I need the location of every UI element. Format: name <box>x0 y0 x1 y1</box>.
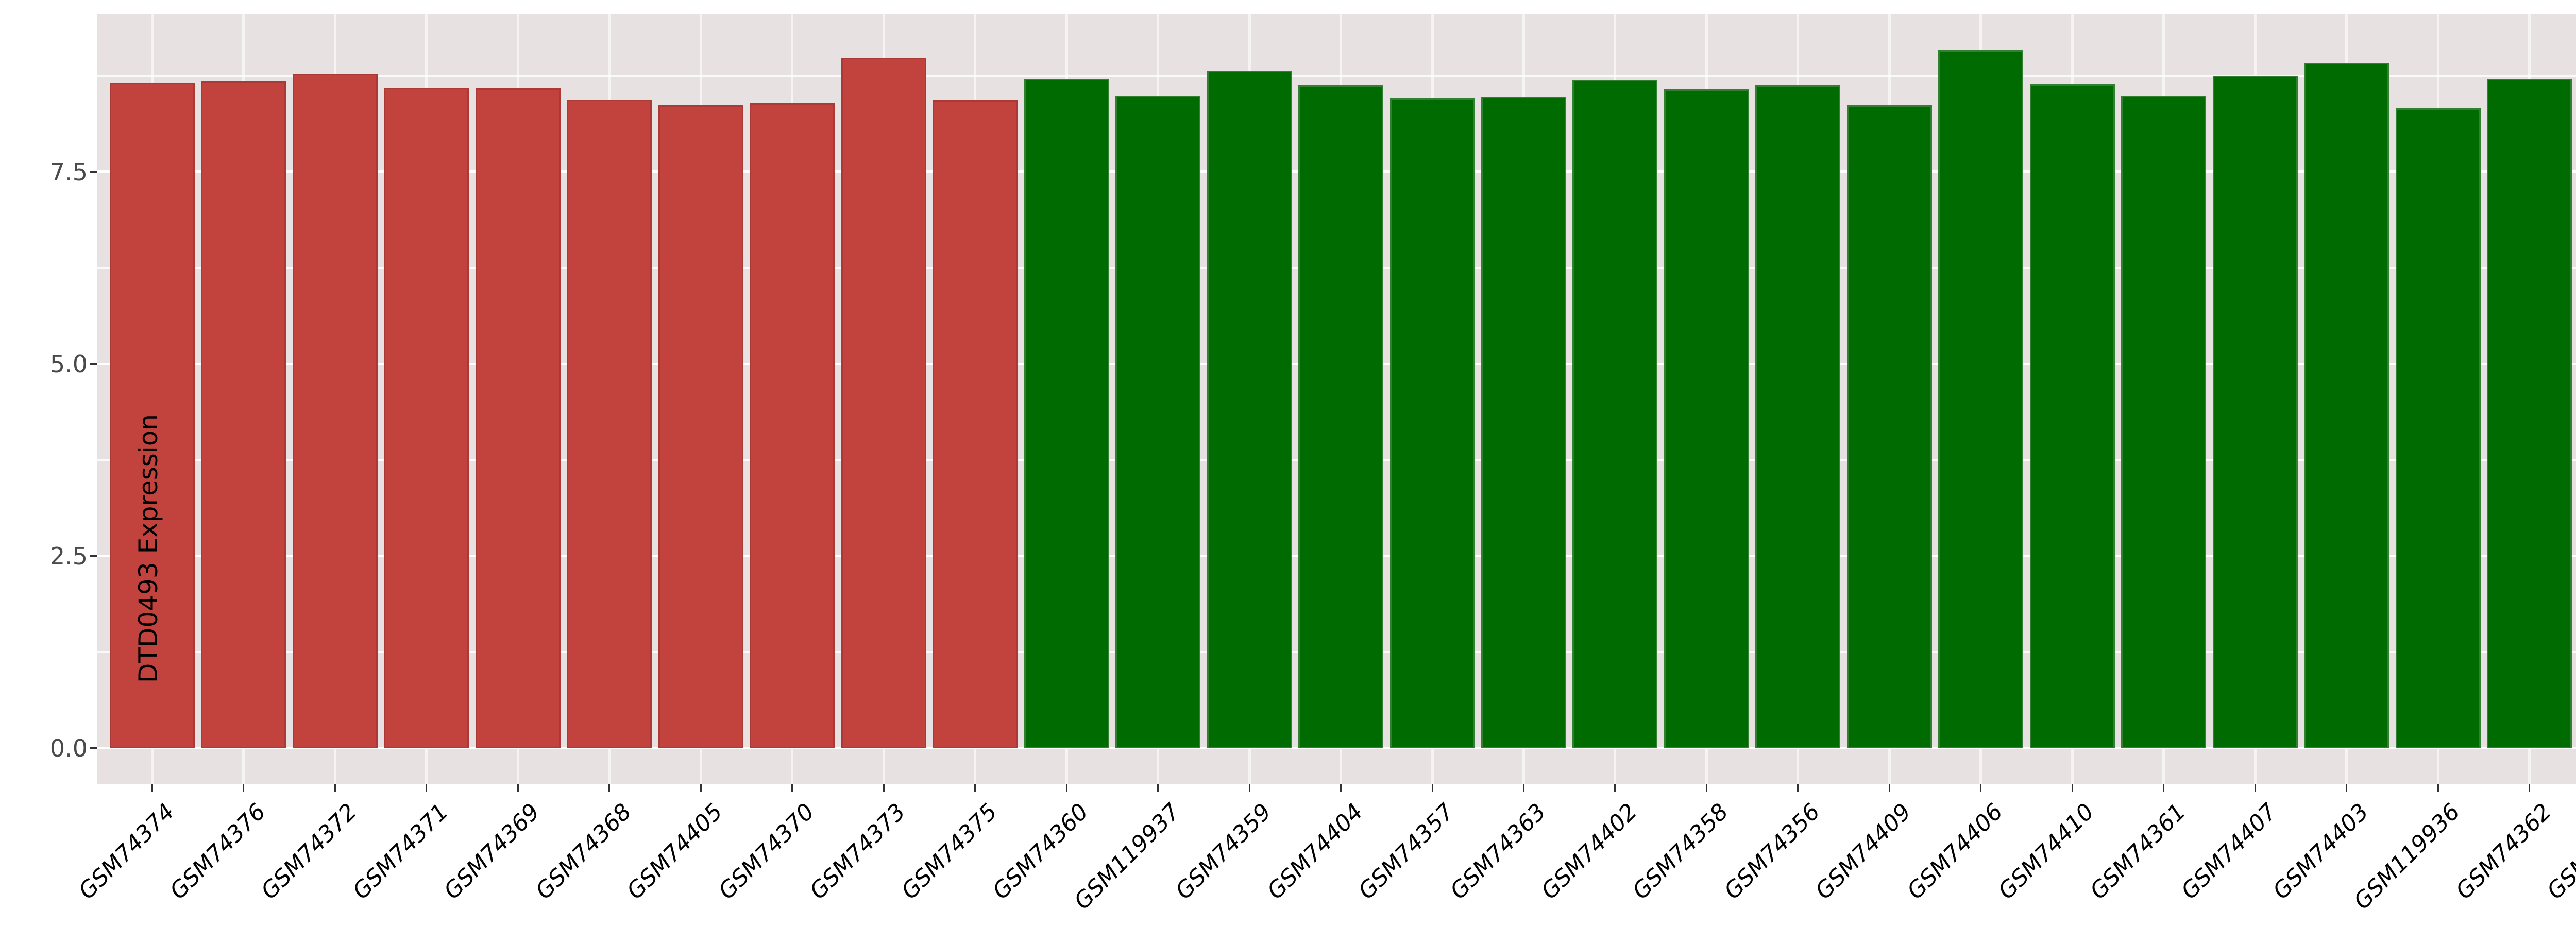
x-tick-mark <box>2346 784 2348 792</box>
bar-GSM74405 <box>658 105 743 748</box>
x-tick-label: GSM74405 <box>622 798 728 905</box>
x-tick-mark <box>334 784 336 792</box>
x-tick-label: GSM74362 <box>2450 798 2557 905</box>
bar-GSM74363 <box>1481 96 1566 748</box>
x-tick-mark <box>2529 784 2531 792</box>
x-tick-label: GSM74357 <box>1353 798 1460 905</box>
x-tick-mark <box>2254 784 2256 792</box>
bar-GSM74372 <box>292 73 378 748</box>
x-tick-mark <box>700 784 702 792</box>
x-tick-mark <box>1888 784 1890 792</box>
bar-GSM74409 <box>1846 105 1932 748</box>
x-tick-label: GSM74372 <box>256 798 363 905</box>
bar-GSM74373 <box>841 57 926 748</box>
x-tick-label: GSM74361 <box>2084 798 2191 905</box>
x-tick-label: GSM74376 <box>164 798 271 905</box>
x-tick-label: GSM74410 <box>1993 798 2099 905</box>
x-tick-mark <box>243 784 245 792</box>
bar-GSM74369 <box>475 88 561 748</box>
x-tick-mark <box>426 784 428 792</box>
bar-GSM74375 <box>933 100 1018 748</box>
x-tick-mark <box>1248 784 1250 792</box>
x-tick-mark <box>608 784 611 792</box>
bar-GSM74368 <box>567 99 652 748</box>
x-tick-mark <box>517 784 519 792</box>
bar-GSM119936 <box>2395 108 2481 748</box>
x-tick-mark <box>1522 784 1524 792</box>
x-tick-mark <box>791 784 793 792</box>
x-tick-mark <box>1065 784 1067 792</box>
bar-GSM74362 <box>2487 79 2572 748</box>
x-tick-label: GSM74375 <box>896 798 1003 905</box>
x-tick-mark <box>883 784 885 792</box>
bar-GSM74407 <box>2212 76 2298 748</box>
bar-GSM74403 <box>2304 62 2389 748</box>
x-tick-label: GSM74402 <box>1536 798 1642 905</box>
x-tick-mark <box>1614 784 1616 792</box>
x-tick-label: GSM74370 <box>713 798 820 905</box>
y-tick-label: 7.5 <box>49 158 88 186</box>
bar-GSM74356 <box>1755 85 1841 748</box>
y-tick-mark <box>90 171 97 173</box>
bar-GSM74376 <box>201 81 286 748</box>
x-tick-label: GSM74374 <box>73 798 180 905</box>
x-tick-mark <box>1797 784 1799 792</box>
bar-GSM74374 <box>109 82 195 748</box>
x-tick-mark <box>1705 784 1707 792</box>
y-tick-mark <box>90 363 97 365</box>
bar-GSM74402 <box>1572 79 1658 748</box>
x-tick-label: GSM74407 <box>2176 798 2282 905</box>
x-tick-mark <box>2437 784 2439 792</box>
plot-area <box>97 14 2576 784</box>
x-tick-mark <box>1340 784 1342 792</box>
bar-GSM74370 <box>750 102 835 748</box>
x-tick-label: GSM74356 <box>1719 798 1825 905</box>
bar-GSM119937 <box>1115 96 1201 748</box>
y-tick-mark <box>90 555 97 557</box>
y-tick-label: 5.0 <box>49 350 88 378</box>
y-tick-mark <box>90 747 97 749</box>
x-tick-label: GSM74368 <box>530 798 637 905</box>
bar-GSM74357 <box>1389 98 1475 748</box>
minor-gridline <box>97 75 2576 77</box>
bar-GSM74360 <box>1024 79 1109 748</box>
bar-GSM74359 <box>1207 70 1292 748</box>
x-tick-mark <box>1157 784 1159 792</box>
x-tick-label: GSM74369 <box>439 798 545 905</box>
x-tick-mark <box>1431 784 1433 792</box>
x-tick-label: GSM74404 <box>1262 798 1368 905</box>
y-tick-label: 2.5 <box>49 542 88 570</box>
bar-GSM74404 <box>1298 85 1384 748</box>
bar-GSM74371 <box>384 87 469 748</box>
x-tick-mark <box>1980 784 1982 792</box>
x-tick-label: GSM74371 <box>347 798 454 905</box>
x-tick-label: GSM74409 <box>1810 798 1917 905</box>
major-gridline <box>97 747 2576 750</box>
x-tick-label: GSM74373 <box>805 798 911 905</box>
x-tick-mark <box>2163 784 2165 792</box>
y-tick-label: 0.0 <box>49 734 88 762</box>
x-tick-label: GSM74406 <box>1902 798 2008 905</box>
bar-GSM74406 <box>1938 49 2024 748</box>
bar-GSM74410 <box>2029 84 2115 748</box>
bar-GSM74358 <box>1664 89 1749 748</box>
x-tick-mark <box>151 784 153 792</box>
x-tick-mark <box>974 784 976 792</box>
x-tick-label: GSM74363 <box>1445 798 1551 905</box>
y-axis-title: DTD0493 Expression <box>133 414 164 683</box>
bar-GSM74361 <box>2121 96 2207 748</box>
x-tick-mark <box>2071 784 2073 792</box>
x-tick-label: GSM74358 <box>1628 798 1734 905</box>
x-tick-label: GSM74359 <box>1170 798 1277 905</box>
